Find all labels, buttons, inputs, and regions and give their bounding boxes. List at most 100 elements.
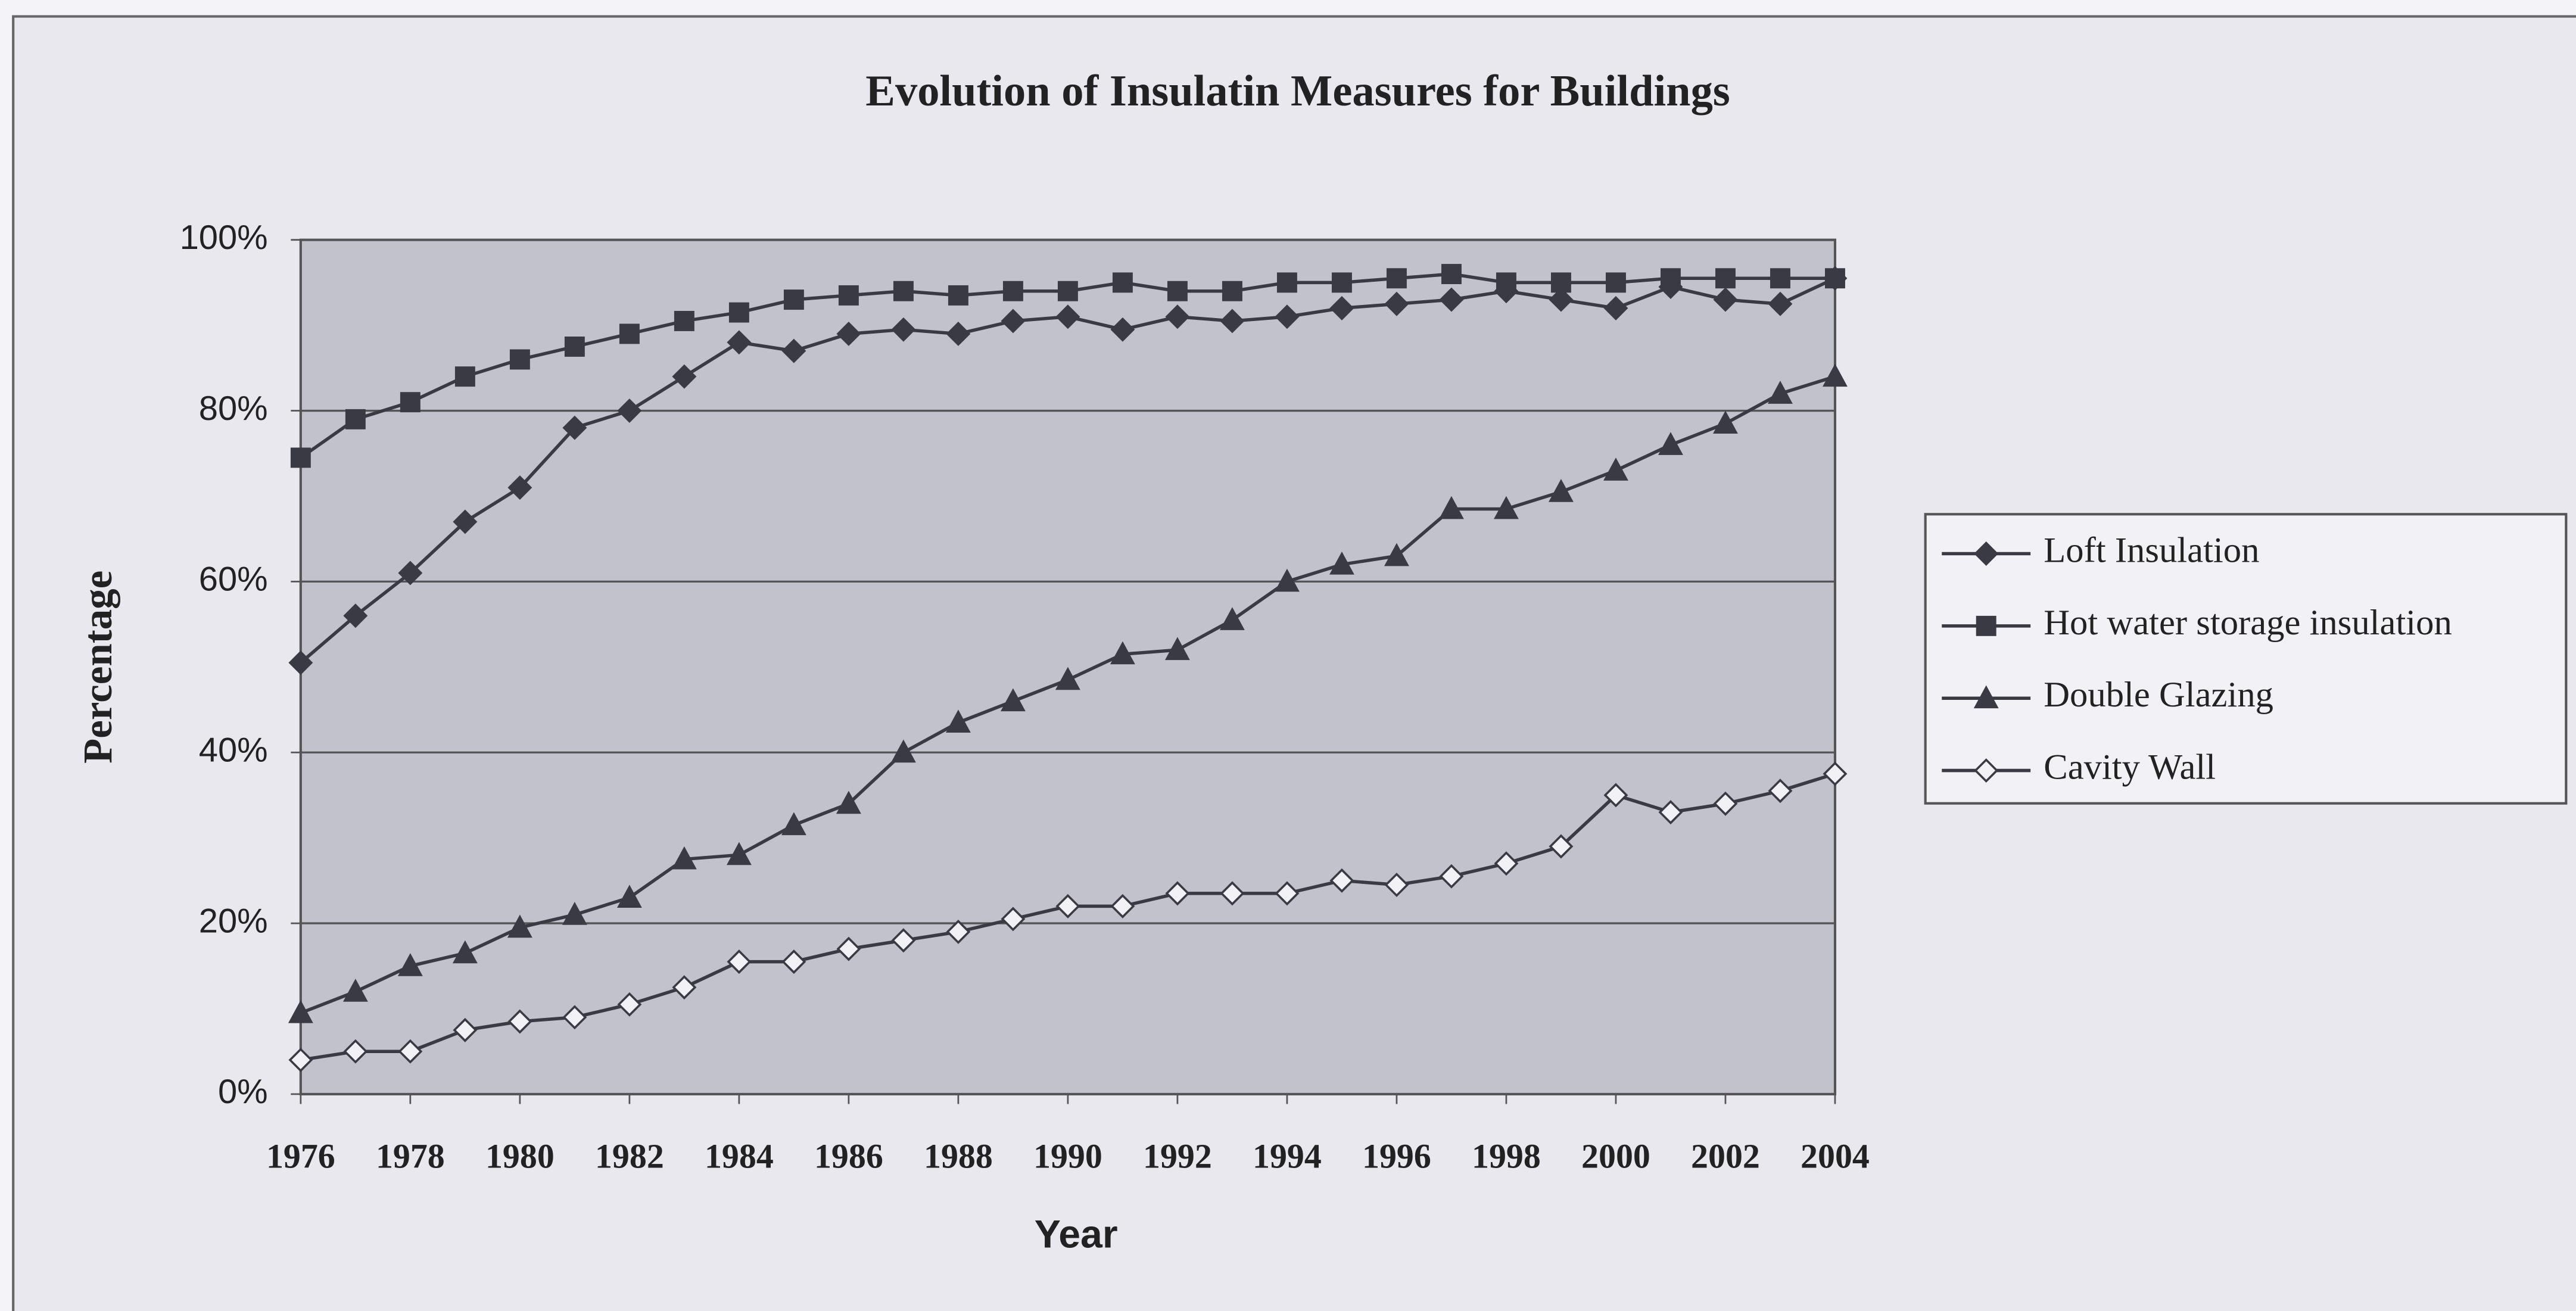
data-point <box>617 398 642 423</box>
data-point <box>397 953 423 976</box>
legend-label: Double Glazing <box>2044 675 2273 715</box>
data-point <box>1055 893 1080 918</box>
y-tick-label: 40% <box>199 731 268 770</box>
y-tick-label: 20% <box>199 902 268 940</box>
data-point <box>1441 264 1462 285</box>
data-point <box>1000 688 1026 712</box>
data-point <box>1331 272 1352 293</box>
data-point <box>1001 907 1026 932</box>
data-point <box>290 447 311 468</box>
data-point <box>726 842 752 865</box>
data-point <box>562 902 587 925</box>
legend-marker <box>1974 541 1999 566</box>
data-point <box>1222 281 1242 301</box>
data-point <box>288 999 313 1023</box>
data-point <box>1001 309 1026 334</box>
data-point <box>1494 851 1519 876</box>
data-point <box>562 1005 587 1030</box>
data-point <box>838 285 859 306</box>
x-tick-label: 1992 <box>1143 1137 1212 1176</box>
x-tick-label: 1976 <box>266 1137 335 1176</box>
data-point <box>672 364 697 389</box>
data-point <box>452 940 478 964</box>
data-point <box>781 812 806 836</box>
data-point <box>1055 667 1080 690</box>
data-point <box>345 409 366 429</box>
data-point <box>1329 552 1354 575</box>
data-point <box>1329 868 1354 893</box>
data-point <box>1603 783 1628 808</box>
y-tick-label: 0% <box>218 1073 268 1111</box>
data-point <box>1220 309 1245 334</box>
data-point <box>891 317 916 342</box>
data-point <box>727 330 752 355</box>
data-point <box>507 475 532 500</box>
data-point <box>946 919 971 944</box>
data-point <box>1549 834 1574 859</box>
data-point <box>507 1009 532 1034</box>
data-point <box>1165 304 1190 329</box>
data-point <box>946 321 971 346</box>
data-point <box>400 392 420 413</box>
data-point <box>454 366 475 387</box>
chart-title: Evolution of Insulatin Measures for Buil… <box>865 67 1730 116</box>
x-tick-label: 1996 <box>1362 1137 1431 1176</box>
data-point <box>1112 272 1133 293</box>
legend <box>1924 513 2568 805</box>
y-tick-label: 100% <box>180 219 268 257</box>
data-point <box>890 739 916 763</box>
x-tick-label: 1990 <box>1033 1137 1102 1176</box>
data-point <box>398 560 423 586</box>
data-point <box>1660 268 1681 289</box>
legend-label: Cavity Wall <box>2044 747 2216 787</box>
data-point <box>509 349 530 370</box>
data-point <box>1386 268 1407 289</box>
data-point <box>1494 496 1519 519</box>
data-point <box>342 979 368 1002</box>
y-tick-label: 60% <box>199 560 268 599</box>
data-point <box>1057 281 1078 301</box>
x-tick-label: 2004 <box>1801 1137 1870 1176</box>
data-point <box>948 285 968 306</box>
data-point <box>1002 281 1023 301</box>
data-point <box>1274 568 1300 592</box>
x-tick-label: 1994 <box>1253 1137 1322 1176</box>
x-tick-label: 1978 <box>376 1137 445 1176</box>
x-axis-label: Year <box>1035 1212 1118 1256</box>
data-point <box>893 281 914 301</box>
data-point <box>1605 272 1626 293</box>
y-axis-label: Percentage <box>75 571 120 764</box>
data-point <box>1603 457 1628 481</box>
data-point <box>1055 304 1080 329</box>
x-tick-label: 2002 <box>1691 1137 1760 1176</box>
data-point <box>1713 410 1738 434</box>
data-point <box>728 302 749 323</box>
data-point <box>1384 291 1409 316</box>
data-point <box>1824 268 1845 289</box>
data-point <box>1167 281 1188 301</box>
data-point <box>674 310 694 331</box>
data-point <box>1384 873 1409 898</box>
data-point <box>1329 295 1354 320</box>
x-tick-label: 1980 <box>485 1137 555 1176</box>
data-point <box>343 1039 368 1064</box>
y-tick-label: 80% <box>199 390 268 428</box>
legend-label: Hot water storage insulation <box>2044 603 2452 643</box>
data-point <box>1219 607 1245 630</box>
data-point <box>1275 881 1300 906</box>
data-point <box>1768 381 1793 404</box>
data-point <box>1550 272 1571 293</box>
data-point <box>891 928 916 953</box>
data-point <box>1110 641 1135 665</box>
legend-marker <box>1976 615 1996 636</box>
data-point <box>1496 272 1516 293</box>
data-point <box>1110 317 1135 342</box>
data-point <box>836 321 861 346</box>
x-tick-label: 1982 <box>595 1137 664 1176</box>
data-point <box>453 509 478 534</box>
data-point <box>1603 295 1628 320</box>
data-point <box>1549 479 1574 502</box>
data-point <box>1275 304 1300 329</box>
data-point <box>1658 800 1683 825</box>
